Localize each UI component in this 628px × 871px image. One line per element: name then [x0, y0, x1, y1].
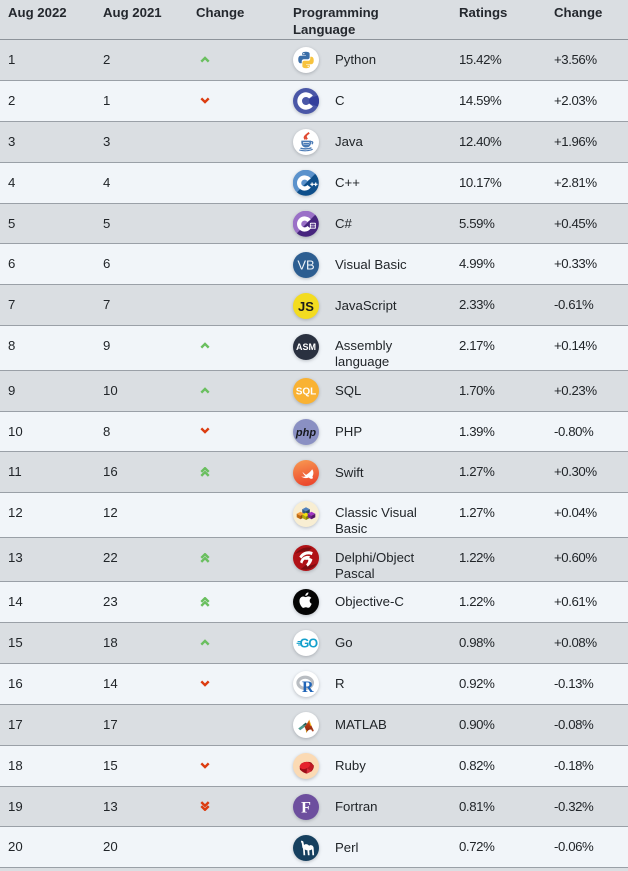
svg-text:SQL: SQL: [296, 387, 317, 398]
svg-text:JS: JS: [298, 299, 314, 314]
svg-text:ASM: ASM: [296, 342, 316, 352]
svg-text:GO: GO: [300, 637, 319, 651]
svg-text:F: F: [301, 800, 311, 817]
svg-text:php: php: [295, 427, 316, 439]
svg-text:R: R: [302, 679, 314, 696]
svg-text:VB: VB: [297, 257, 314, 272]
